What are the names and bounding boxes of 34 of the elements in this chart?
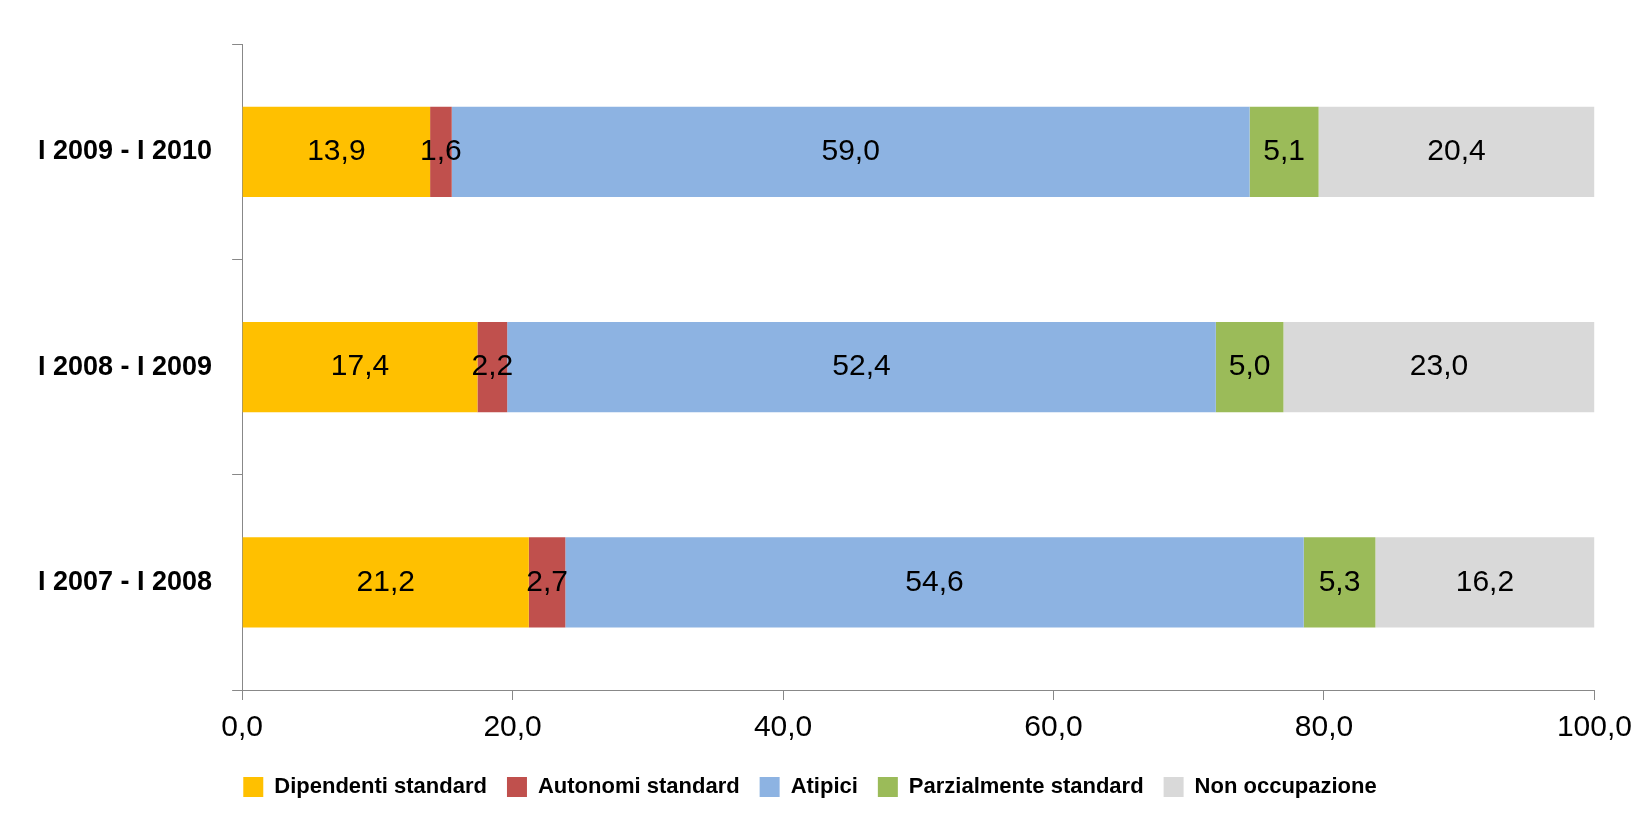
- bar: [1375, 537, 1595, 628]
- x-tick-label: 100,0: [1556, 709, 1632, 743]
- data-label: 5,3: [1318, 563, 1361, 597]
- data-label: 5,0: [1228, 348, 1271, 382]
- data-label: 5,1: [1263, 133, 1305, 167]
- bar: [1318, 106, 1595, 198]
- data-label: 13,9: [307, 133, 366, 167]
- legend-label: Non occupazione: [1194, 773, 1377, 799]
- y-tick-label: I 2008 - I 2009: [37, 350, 213, 381]
- data-label: 17,4: [330, 348, 390, 382]
- x-tick-label: 20,0: [483, 709, 542, 743]
- legend-label: Autonomi standard: [537, 773, 740, 799]
- bar: [1303, 537, 1376, 628]
- x-tick-label: 40,0: [753, 709, 813, 743]
- bar: [242, 537, 529, 628]
- y-tick-label: I 2007 - I 2008: [37, 565, 213, 596]
- x-tick-label: 60,0: [1024, 709, 1083, 743]
- bar: [565, 537, 1304, 628]
- data-label: 16,2: [1455, 563, 1515, 597]
- data-label: 23,0: [1409, 348, 1469, 382]
- bar: [1249, 106, 1319, 198]
- x-tick-label: 80,0: [1294, 709, 1354, 743]
- data-label: 21,2: [356, 563, 415, 597]
- x-tick-label: 0,0: [221, 709, 263, 743]
- bar: [1283, 321, 1595, 413]
- legend-label: Dipendenti standard: [274, 773, 487, 799]
- legend-label: Atipici: [790, 773, 858, 799]
- y-tick-label: I 2009 - I 2010: [37, 135, 213, 166]
- bar: [1215, 321, 1284, 413]
- data-label: 20,4: [1427, 133, 1486, 167]
- data-label: 52,4: [832, 348, 891, 382]
- data-label: 59,0: [821, 133, 880, 167]
- data-label: 54,6: [905, 563, 964, 597]
- legend-label: Parzialmente standard: [908, 773, 1144, 799]
